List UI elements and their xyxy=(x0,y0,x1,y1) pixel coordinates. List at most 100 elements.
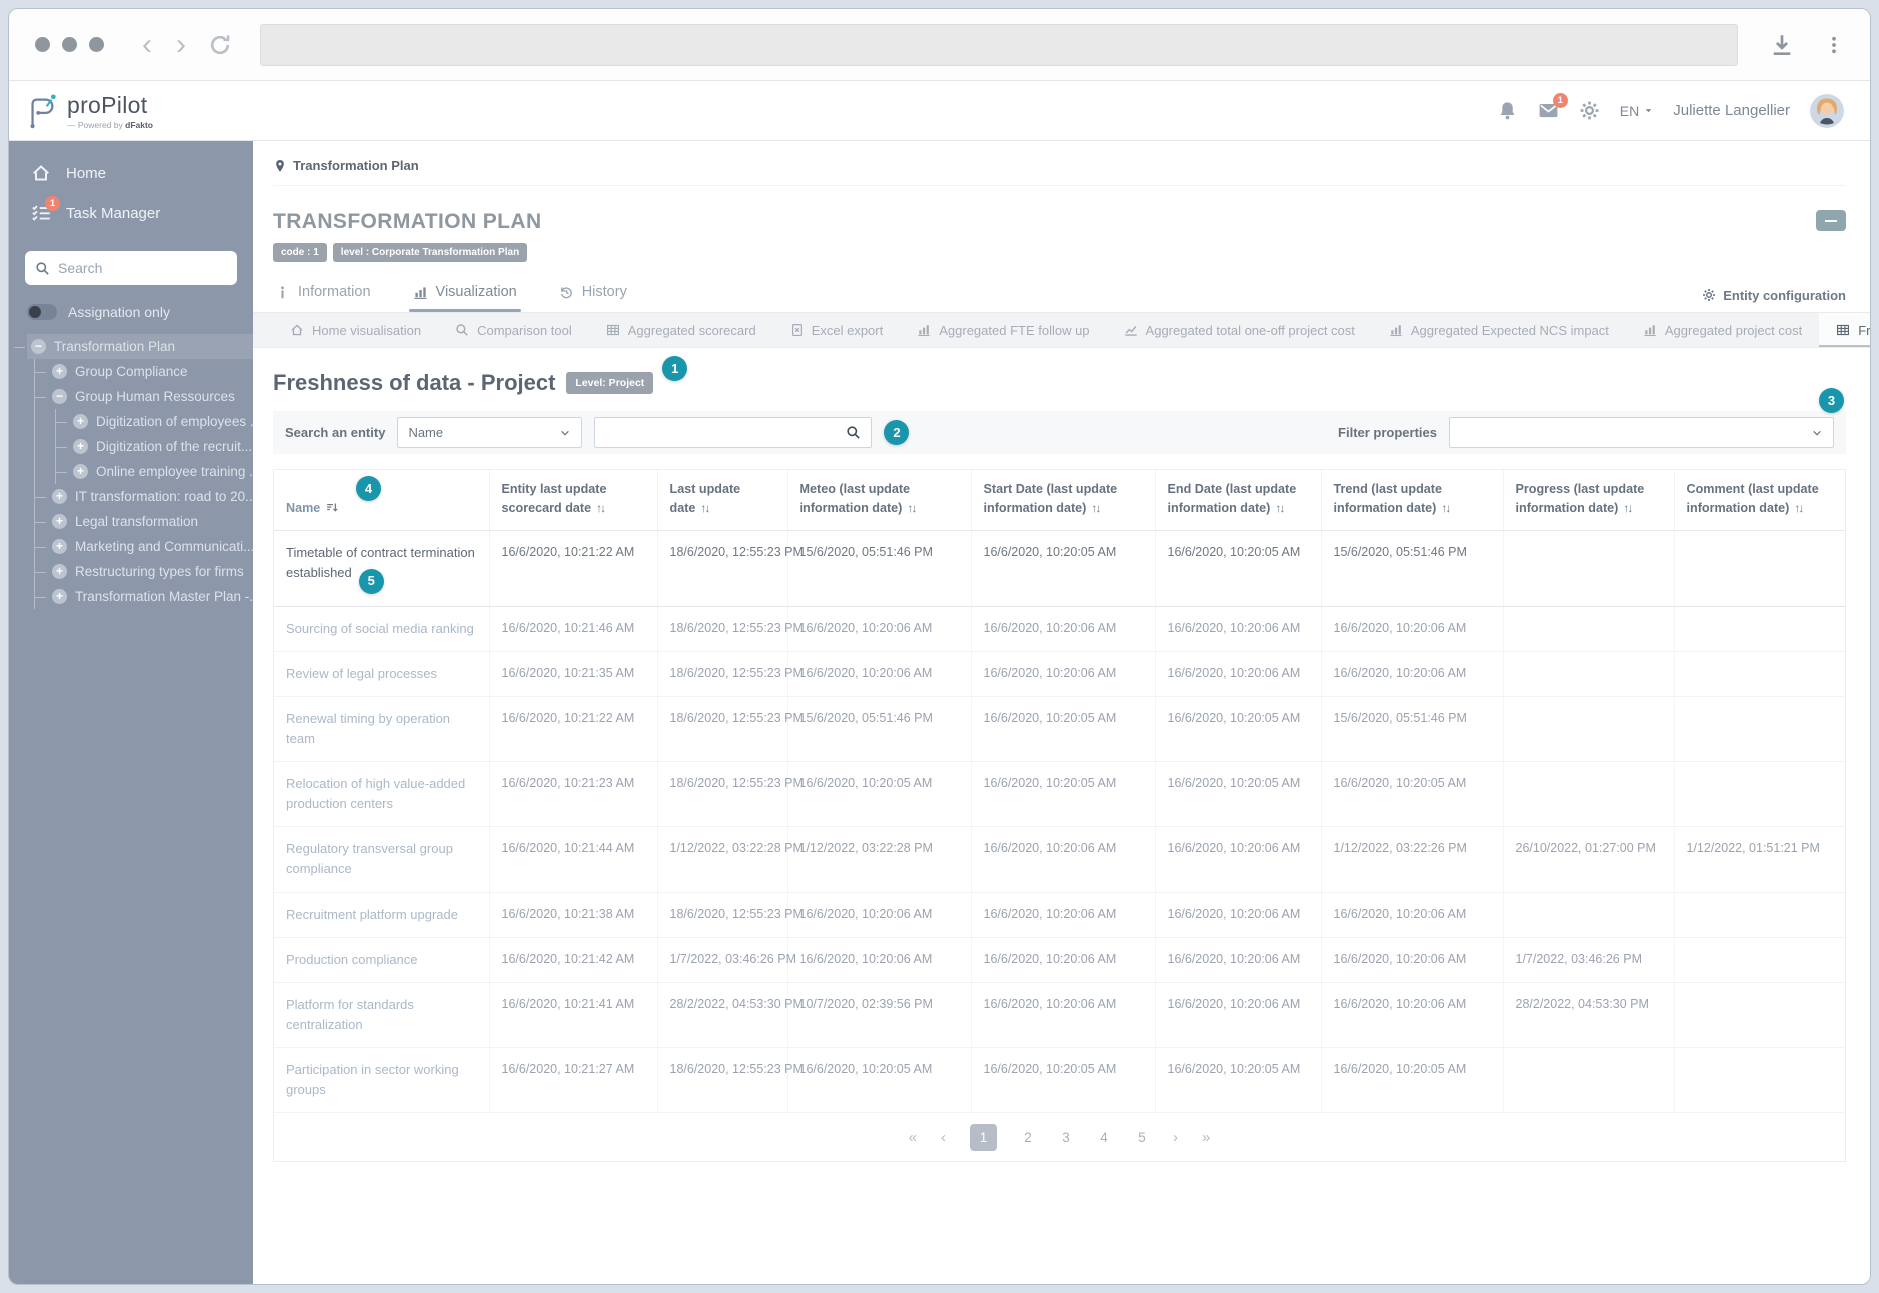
settings-gear-icon[interactable] xyxy=(1579,100,1600,121)
sidebar-item-task-manager[interactable]: 1 Task Manager xyxy=(9,193,253,233)
expand-node-icon[interactable]: + xyxy=(73,439,88,454)
collapse-node-icon[interactable]: − xyxy=(31,339,46,354)
page-button-3[interactable]: 3 xyxy=(1059,1130,1073,1145)
entity-badge: code : 1 xyxy=(273,243,327,262)
tab-information[interactable]: Information xyxy=(273,278,373,312)
sort-arrows-icon[interactable]: ↑↓ xyxy=(1441,501,1449,515)
subtab-aggregated-expected-ncs-impact[interactable]: Aggregated Expected NCS impact xyxy=(1372,313,1626,347)
refresh-icon[interactable] xyxy=(208,33,232,57)
entity-configuration-button[interactable]: Entity configuration xyxy=(1702,288,1846,303)
subtab-aggregated-project-cost[interactable]: Aggregated project cost xyxy=(1626,313,1819,347)
subtab-label: Freshness of data - Project xyxy=(1858,323,1870,338)
next-page-button[interactable]: › xyxy=(1173,1129,1178,1146)
address-bar[interactable] xyxy=(260,24,1738,66)
tree-item[interactable]: +Digitization of the recruit... xyxy=(69,434,243,459)
tree-item[interactable]: +IT transformation: road to 20... xyxy=(48,484,243,509)
entity-name-link[interactable]: Regulatory transversal group compliance xyxy=(274,827,489,892)
entity-name-link[interactable]: Production compliance xyxy=(274,937,489,982)
sort-arrows-icon[interactable]: ↑↓ xyxy=(907,501,915,515)
subtab-aggregated-scorecard[interactable]: Aggregated scorecard xyxy=(589,313,773,347)
expand-node-icon[interactable]: + xyxy=(52,364,67,379)
page-button-4[interactable]: 4 xyxy=(1097,1130,1111,1145)
assignation-only-toggle[interactable] xyxy=(27,304,57,320)
tree-item[interactable]: +Restructuring types for firms xyxy=(48,559,243,584)
column-header[interactable]: End Date (last update information date)↑… xyxy=(1155,470,1321,530)
forward-button[interactable]: › xyxy=(164,30,198,60)
subtab-excel-export[interactable]: Excel export xyxy=(773,313,901,347)
subtab-aggregated-fte-follow-up[interactable]: Aggregated FTE follow up xyxy=(900,313,1106,347)
window-dot[interactable] xyxy=(35,37,50,52)
last-page-button[interactable]: » xyxy=(1202,1129,1210,1146)
tree-item[interactable]: +Marketing and Communicati... xyxy=(48,534,243,559)
column-header[interactable]: Meteo (last update information date)↑↓ xyxy=(787,470,971,530)
browser-menu-icon[interactable] xyxy=(1824,35,1844,55)
collapse-node-icon[interactable]: − xyxy=(52,389,67,404)
annotation-1: 1 xyxy=(662,356,687,381)
entity-name-link[interactable]: Platform for standards centralization xyxy=(274,982,489,1047)
page-button-2[interactable]: 2 xyxy=(1021,1130,1035,1145)
tab-history[interactable]: History xyxy=(557,278,629,312)
sort-arrows-icon[interactable]: ↑↓ xyxy=(1275,501,1283,515)
sidebar-search-input[interactable] xyxy=(58,260,227,276)
entity-name-link[interactable]: Participation in sector working groups xyxy=(274,1048,489,1113)
column-header[interactable]: Trend (last update information date)↑↓ xyxy=(1321,470,1503,530)
column-header[interactable]: Last update date↑↓ xyxy=(657,470,787,530)
entity-name-link[interactable]: Review of legal processes xyxy=(274,651,489,696)
sort-arrows-icon[interactable]: ↑↓ xyxy=(1623,501,1631,515)
first-page-button[interactable]: « xyxy=(909,1129,917,1146)
expand-node-icon[interactable]: + xyxy=(52,589,67,604)
sort-arrows-icon[interactable]: ↑↓ xyxy=(596,501,604,515)
notifications-bell-icon[interactable] xyxy=(1497,100,1518,121)
window-dot[interactable] xyxy=(62,37,77,52)
entity-name-link[interactable]: Sourcing of social media ranking xyxy=(274,606,489,651)
avatar[interactable] xyxy=(1810,94,1844,128)
subtab-comparison-tool[interactable]: Comparison tool xyxy=(438,313,589,347)
expand-node-icon[interactable]: + xyxy=(73,464,88,479)
column-header[interactable]: Start Date (last update information date… xyxy=(971,470,1155,530)
filter-properties-select[interactable] xyxy=(1449,417,1834,448)
propilot-logo[interactable]: proPilot — Powered by dFakto xyxy=(25,92,153,130)
entity-search-input[interactable] xyxy=(605,425,846,440)
tree-item[interactable]: −Group Human Ressources xyxy=(48,384,243,409)
column-header[interactable]: Name4 xyxy=(274,470,489,530)
sidebar-item-home[interactable]: Home xyxy=(9,153,253,193)
tree-item[interactable]: +Legal transformation xyxy=(48,509,243,534)
column-header[interactable]: Progress (last update information date)↑… xyxy=(1503,470,1674,530)
expand-node-icon[interactable]: + xyxy=(73,414,88,429)
tree-item[interactable]: +Online employee training ... xyxy=(69,459,243,484)
entity-search-box xyxy=(594,417,872,448)
sort-arrows-icon[interactable]: ↑↓ xyxy=(700,501,708,515)
expand-node-icon[interactable]: + xyxy=(52,539,67,554)
search-icon[interactable] xyxy=(846,425,861,440)
page-button-5[interactable]: 5 xyxy=(1135,1130,1149,1145)
subtab-freshness-of-data-project[interactable]: Freshness of data - Project xyxy=(1819,313,1870,347)
subtab-home-visualisation[interactable]: Home visualisation xyxy=(273,313,438,347)
entity-name-link[interactable]: Relocation of high value-added productio… xyxy=(274,762,489,827)
sort-arrows-icon[interactable]: ↑↓ xyxy=(1794,501,1802,515)
entity-name-link[interactable]: Recruitment platform upgrade xyxy=(274,892,489,937)
page-button-1[interactable]: 1 xyxy=(970,1124,997,1151)
expand-node-icon[interactable]: + xyxy=(52,514,67,529)
entity-name-link[interactable]: Timetable of contract termination establ… xyxy=(274,530,489,606)
tab-visualization[interactable]: Visualization xyxy=(411,278,519,312)
tree-item[interactable]: +Group Compliance xyxy=(48,359,243,384)
collapse-button[interactable] xyxy=(1816,210,1846,231)
search-field-select[interactable]: Name xyxy=(397,417,582,448)
sort-descending-icon[interactable] xyxy=(326,501,339,514)
expand-node-icon[interactable]: + xyxy=(52,564,67,579)
messages-icon[interactable]: 1 xyxy=(1538,100,1559,121)
sort-arrows-icon[interactable]: ↑↓ xyxy=(1091,501,1099,515)
language-selector[interactable]: EN xyxy=(1620,103,1653,119)
tree-item[interactable]: −Transformation Plan xyxy=(27,334,253,359)
subtab-aggregated-total-one-off-project-cost[interactable]: Aggregated total one-off project cost xyxy=(1107,313,1372,347)
entity-name-link[interactable]: Renewal timing by operation team xyxy=(274,696,489,761)
back-button[interactable]: ‹ xyxy=(130,30,164,60)
tree-item[interactable]: +Transformation Master Plan -... xyxy=(48,584,243,609)
window-dot[interactable] xyxy=(89,37,104,52)
column-header[interactable]: Entity last update scorecard date↑↓ xyxy=(489,470,657,530)
column-header[interactable]: Comment (last update information date)↑↓ xyxy=(1674,470,1845,530)
tree-item[interactable]: +Digitization of employees ... xyxy=(69,409,243,434)
previous-page-button[interactable]: ‹ xyxy=(941,1129,946,1146)
download-icon[interactable] xyxy=(1770,33,1794,57)
expand-node-icon[interactable]: + xyxy=(52,489,67,504)
